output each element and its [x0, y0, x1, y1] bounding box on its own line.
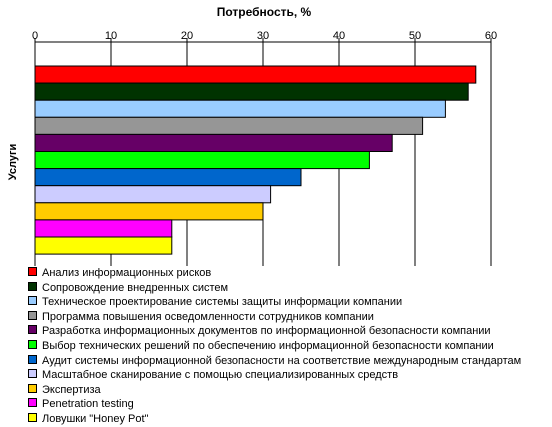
- legend-item: Экспертиза: [28, 383, 552, 398]
- legend-label: Разработка информационных документов по …: [42, 325, 491, 338]
- legend-item: Разработка информационных документов по …: [28, 324, 552, 339]
- bar: [34, 133, 393, 152]
- legend-label: Масштабное сканирование с помощью специа…: [42, 369, 399, 382]
- legend-swatch: [28, 412, 37, 422]
- legend-swatch: [28, 369, 37, 379]
- legend-item: Аудит системы информационной безопасност…: [28, 354, 552, 369]
- bar: [34, 65, 477, 84]
- x-tick-label: 60: [485, 30, 497, 42]
- bar: [34, 151, 370, 170]
- legend-label: Аудит системы информационной безопасност…: [42, 354, 522, 367]
- x-tick-label: 20: [181, 30, 193, 42]
- x-tick-label: 10: [105, 30, 117, 42]
- y-axis-label: Услуги: [7, 144, 19, 181]
- bar: [34, 168, 302, 187]
- legend-item: Анализ информационных рисков: [28, 266, 552, 281]
- legend-swatch: [28, 296, 37, 306]
- bar-chart: Потребность, % Услуги 0 10 20 30 40 50 60: [7, 5, 497, 266]
- legend-label: Ловушки "Honey Pot": [42, 412, 149, 425]
- chart-legend: Анализ информационных рисков Сопровождени…: [28, 266, 552, 427]
- legend-item: Ловушки "Honey Pot": [28, 412, 552, 427]
- bar: [34, 236, 173, 255]
- bar: [34, 116, 424, 135]
- bar: [34, 202, 264, 221]
- legend-label: Выбор технических решений по обеспечению…: [42, 339, 494, 352]
- legend-swatch: [28, 398, 37, 408]
- legend-item: Программа повышения осведомленности сотр…: [28, 310, 552, 325]
- legend-item: Penetration testing: [28, 397, 552, 412]
- x-tick-label: 40: [333, 30, 345, 42]
- x-tick-label: 30: [257, 30, 269, 42]
- bar: [34, 219, 173, 238]
- legend-label: Анализ информационных рисков: [42, 267, 212, 279]
- legend-item: Выбор технических решений по обеспечению…: [28, 339, 552, 354]
- legend-swatch: [28, 267, 37, 276]
- x-tick-label: 50: [409, 30, 421, 42]
- x-tick-label: 0: [32, 30, 38, 42]
- legend-swatch: [28, 383, 37, 393]
- legend-label: Программа повышения осведомленности сотр…: [42, 310, 374, 323]
- legend-label: Сопровождение внедренных систем: [42, 281, 229, 294]
- legend-label: Penetration testing: [42, 398, 134, 411]
- legend-item: Масштабное сканирование с помощью специа…: [28, 368, 552, 383]
- legend-swatch: [28, 354, 37, 364]
- legend-label: Техническое проектирование системы защит…: [42, 296, 403, 309]
- legend-swatch: [28, 325, 37, 335]
- bar: [34, 185, 272, 204]
- chart-title: Потребность, %: [217, 5, 312, 19]
- legend-swatch: [28, 281, 37, 291]
- bar: [34, 82, 469, 101]
- legend-swatch: [28, 339, 37, 349]
- legend-label: Экспертиза: [42, 383, 101, 396]
- legend-item: Сопровождение внедренных систем: [28, 281, 552, 296]
- legend-item: Техническое проектирование системы защит…: [28, 295, 552, 310]
- bar: [34, 99, 446, 118]
- legend-swatch: [28, 310, 37, 320]
